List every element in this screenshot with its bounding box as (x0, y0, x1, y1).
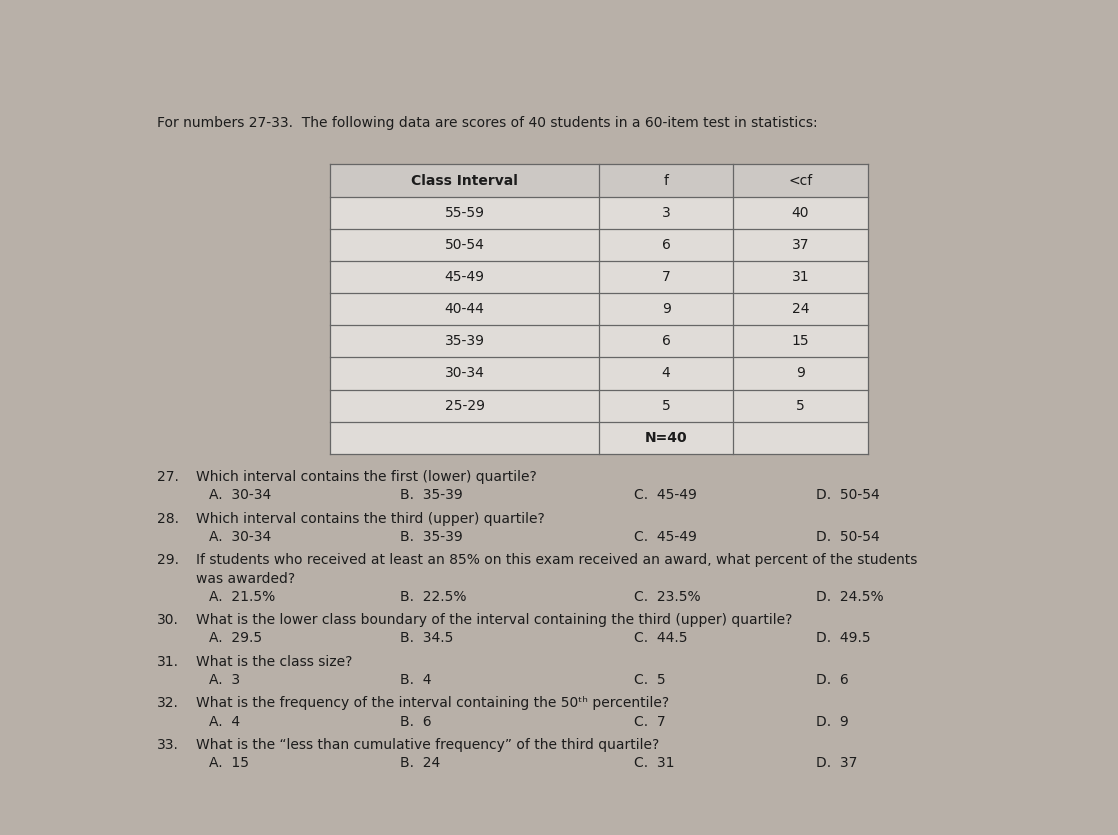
Text: 4: 4 (662, 367, 671, 381)
Text: B.  4: B. 4 (400, 673, 432, 687)
Bar (331, 164, 868, 197)
Text: 37: 37 (792, 238, 809, 252)
Text: If students who received at least an 85% on this exam received an award, what pe: If students who received at least an 85%… (196, 554, 918, 567)
Text: 40-44: 40-44 (445, 302, 484, 316)
Text: A.  15: A. 15 (209, 757, 249, 771)
Text: 31.: 31. (157, 655, 179, 669)
Text: 5: 5 (796, 398, 805, 412)
Text: D.  9: D. 9 (816, 715, 849, 729)
Text: 40: 40 (792, 205, 809, 220)
Text: B.  34.5: B. 34.5 (400, 631, 453, 645)
Text: 32.: 32. (157, 696, 179, 711)
Text: C.  7: C. 7 (634, 715, 665, 729)
Text: 5: 5 (662, 398, 671, 412)
Text: B.  22.5%: B. 22.5% (400, 590, 466, 604)
Text: 28.: 28. (157, 512, 179, 525)
Text: 9: 9 (662, 302, 671, 316)
Text: 30.: 30. (157, 613, 179, 627)
Text: 50-54: 50-54 (445, 238, 484, 252)
Text: 35-39: 35-39 (445, 334, 485, 348)
Text: D.  37: D. 37 (816, 757, 858, 771)
Text: What is the class size?: What is the class size? (196, 655, 352, 669)
Text: D.  24.5%: D. 24.5% (816, 590, 883, 604)
Text: C.  45-49: C. 45-49 (634, 488, 697, 503)
Text: 3: 3 (662, 205, 671, 220)
Text: 29.: 29. (157, 554, 179, 567)
Text: D.  50-54: D. 50-54 (816, 488, 880, 503)
Text: Which interval contains the first (lower) quartile?: Which interval contains the first (lower… (196, 470, 537, 484)
Text: 7: 7 (662, 270, 671, 284)
Text: C.  5: C. 5 (634, 673, 665, 687)
Text: 45-49: 45-49 (445, 270, 485, 284)
Text: D.  6: D. 6 (816, 673, 849, 687)
Text: C.  45-49: C. 45-49 (634, 530, 697, 544)
Text: For numbers 27-33.  The following data are scores of 40 students in a 60-item te: For numbers 27-33. The following data ar… (157, 116, 817, 130)
Text: 15: 15 (792, 334, 809, 348)
Text: 55-59: 55-59 (445, 205, 485, 220)
Bar (331, 164, 868, 454)
Text: was awarded?: was awarded? (196, 572, 295, 585)
Text: B.  24: B. 24 (400, 757, 440, 771)
Text: <cf: <cf (788, 174, 813, 188)
Text: 33.: 33. (157, 738, 179, 752)
Text: f: f (664, 174, 669, 188)
Text: A.  21.5%: A. 21.5% (209, 590, 275, 604)
Text: Class Interval: Class Interval (411, 174, 518, 188)
Text: 31: 31 (792, 270, 809, 284)
Text: 27.: 27. (157, 470, 179, 484)
Text: B.  35-39: B. 35-39 (400, 488, 463, 503)
Text: B.  6: B. 6 (400, 715, 432, 729)
Text: A.  30-34: A. 30-34 (209, 488, 272, 503)
Text: A.  4: A. 4 (209, 715, 240, 729)
Text: 30-34: 30-34 (445, 367, 484, 381)
Text: 25-29: 25-29 (445, 398, 485, 412)
Text: B.  35-39: B. 35-39 (400, 530, 463, 544)
Text: A.  3: A. 3 (209, 673, 240, 687)
Text: 6: 6 (662, 238, 671, 252)
Text: 24: 24 (792, 302, 809, 316)
Text: N=40: N=40 (645, 431, 688, 445)
Text: What is the frequency of the interval containing the 50ᵗʰ percentile?: What is the frequency of the interval co… (196, 696, 670, 711)
Text: 9: 9 (796, 367, 805, 381)
Text: What is the lower class boundary of the interval containing the third (upper) qu: What is the lower class boundary of the … (196, 613, 793, 627)
Text: A.  29.5: A. 29.5 (209, 631, 263, 645)
Text: A.  30-34: A. 30-34 (209, 530, 272, 544)
Text: C.  44.5: C. 44.5 (634, 631, 688, 645)
Text: C.  23.5%: C. 23.5% (634, 590, 700, 604)
Text: C.  31: C. 31 (634, 757, 674, 771)
Text: D.  49.5: D. 49.5 (816, 631, 870, 645)
Text: 6: 6 (662, 334, 671, 348)
Text: What is the “less than cumulative frequency” of the third quartile?: What is the “less than cumulative freque… (196, 738, 660, 752)
Text: D.  50-54: D. 50-54 (816, 530, 880, 544)
Text: Which interval contains the third (upper) quartile?: Which interval contains the third (upper… (196, 512, 544, 525)
